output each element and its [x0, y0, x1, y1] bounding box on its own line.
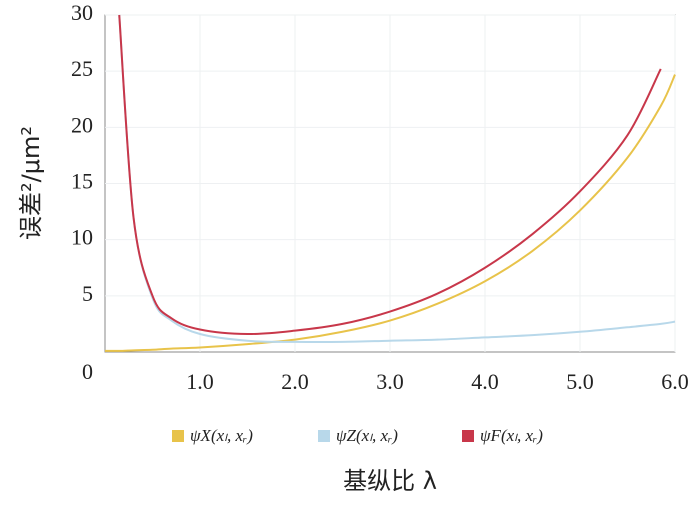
x-tick-label: 2.0: [281, 369, 309, 394]
x-tick-label: 6.0: [661, 369, 689, 394]
line: [104, 74, 676, 352]
legend-swatch: [172, 430, 184, 442]
x-tick-label: 4.0: [471, 369, 499, 394]
y-tick-label: 5: [82, 281, 93, 306]
y-tick-label: 20: [71, 112, 93, 137]
y-tick-label: 30: [71, 0, 93, 25]
legend-swatch: [462, 430, 474, 442]
legend-label: ψX(xₗ, xᵣ): [190, 426, 253, 445]
y-axis-label: 误差²/μm²: [17, 126, 45, 240]
x-tick-label: 5.0: [566, 369, 594, 394]
x-axis-label: 基纵比 λ: [343, 467, 437, 495]
legend-label: ψF(xₗ, xᵣ): [480, 426, 543, 445]
line: [118, 14, 662, 336]
y-tick-label: 10: [71, 225, 93, 250]
legend-label: ψZ(xₗ, xᵣ): [336, 426, 398, 445]
y-tick-label: 25: [71, 56, 93, 81]
x-tick-label: 1.0: [186, 369, 214, 394]
y-tick-label: 15: [71, 169, 93, 194]
legend-swatch: [318, 430, 330, 442]
y-tick-label: 0: [82, 359, 93, 384]
x-tick-label: 3.0: [376, 369, 404, 394]
